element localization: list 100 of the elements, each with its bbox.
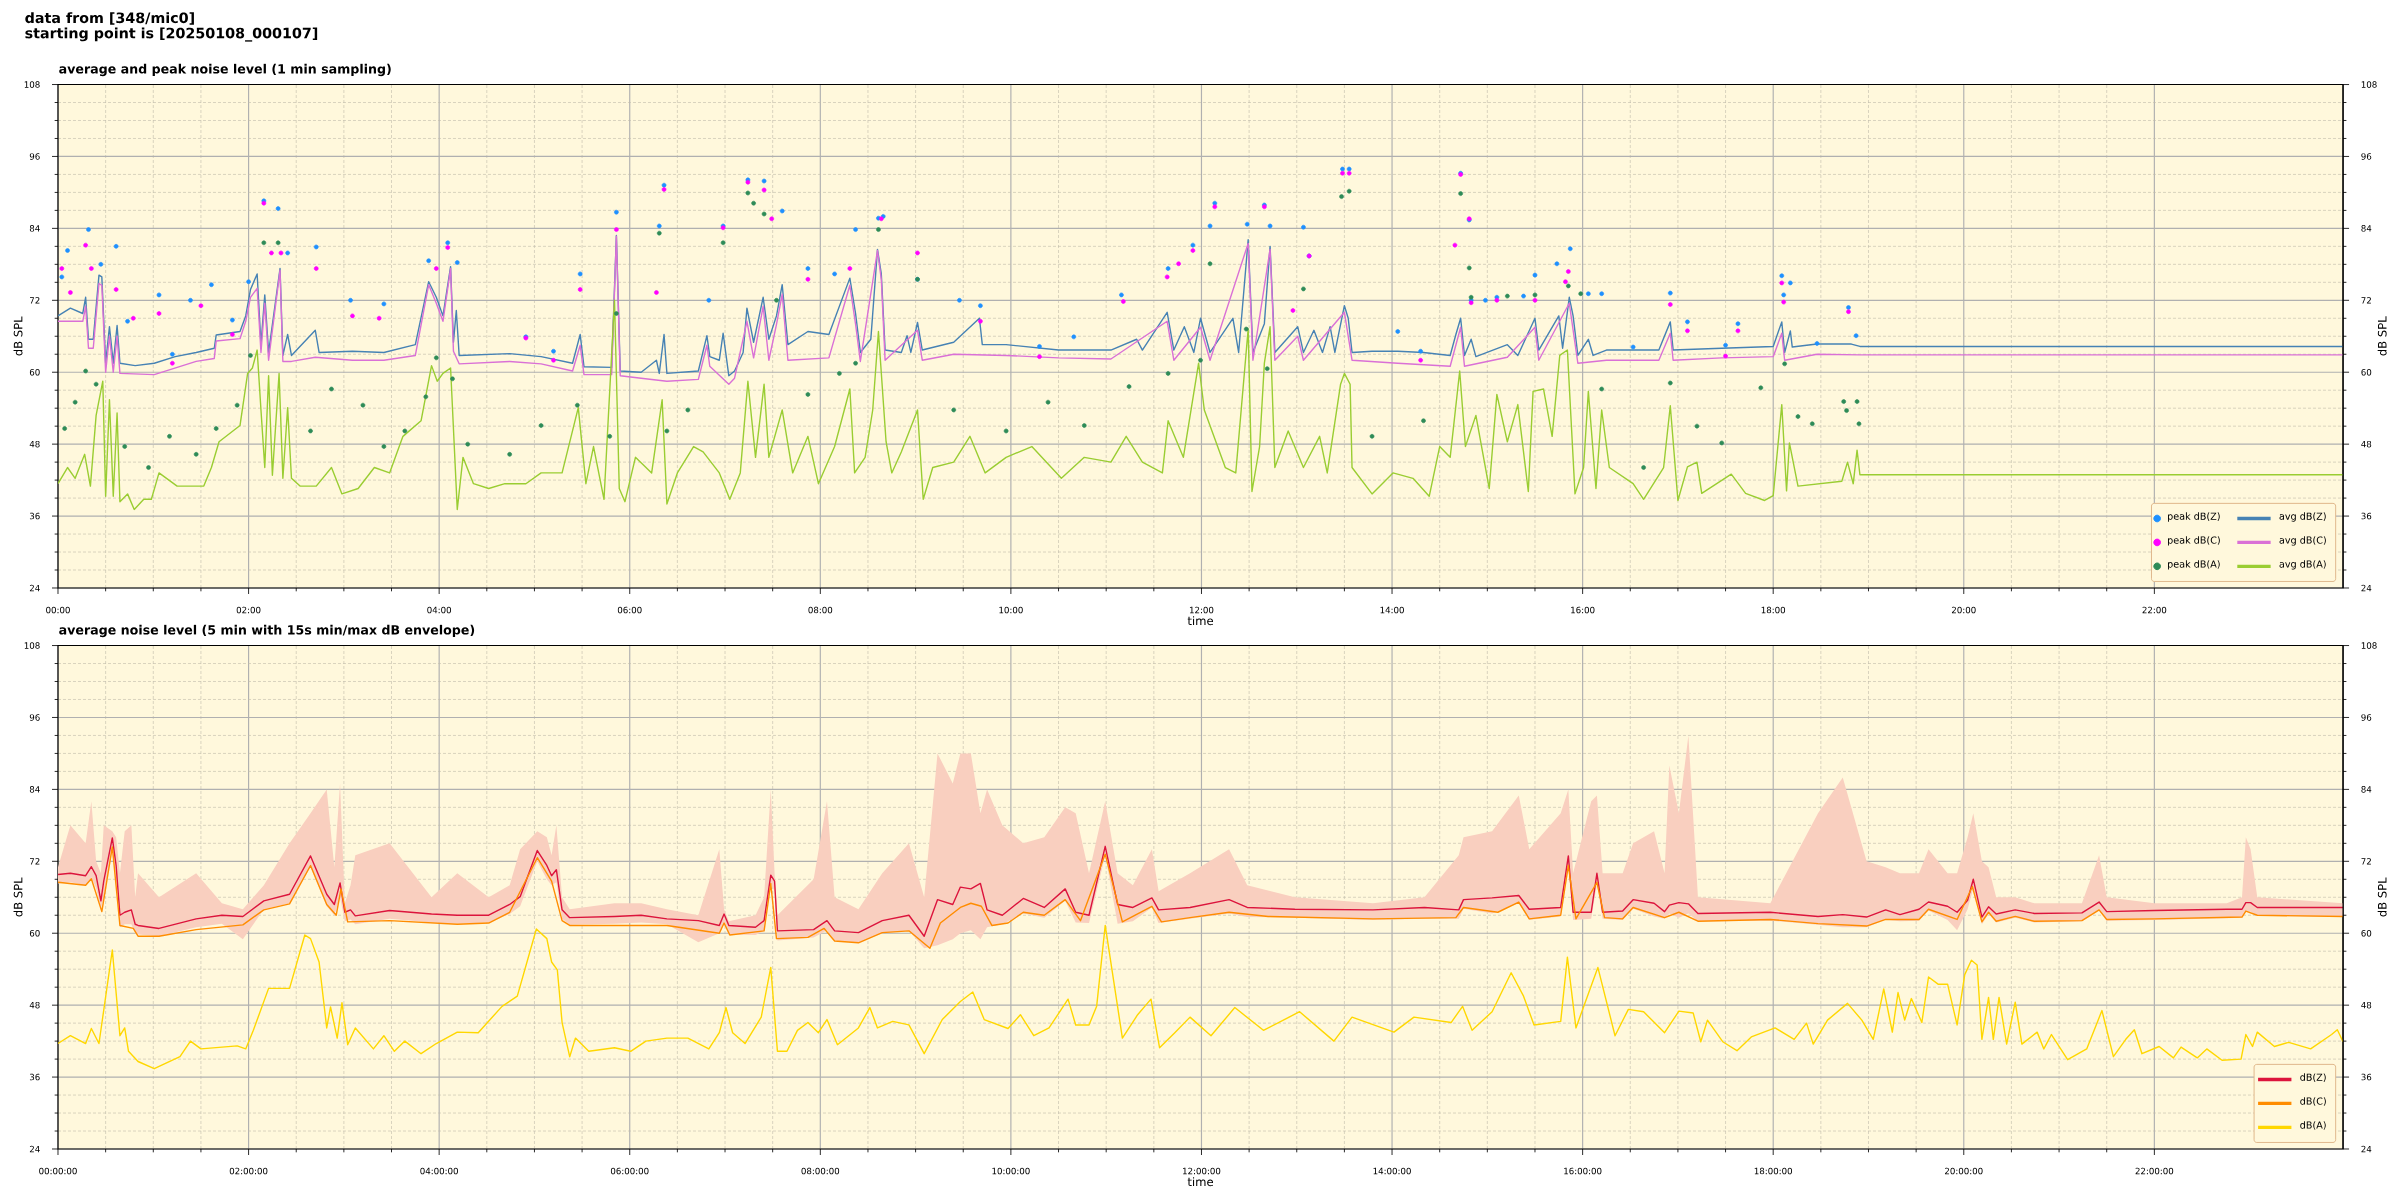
- point: [278, 250, 284, 256]
- point: [83, 242, 88, 248]
- point: [1176, 261, 1181, 267]
- y-tick-label: 36: [29, 1073, 40, 1081]
- y-tick-label: 84: [29, 786, 40, 793]
- y-tick-label: 72: [30, 858, 40, 865]
- y2-tick-label: 108: [2361, 81, 2377, 88]
- point: [1846, 309, 1851, 315]
- y2-tick-label: 96: [2361, 714, 2372, 721]
- point: [1532, 297, 1538, 303]
- x-tick-label: 20:00: [1951, 606, 1976, 614]
- point: [1418, 357, 1423, 363]
- y2-tick-label: 36: [2361, 512, 2372, 520]
- text: starting point is [20250108_000107]: [25, 27, 318, 42]
- point: [654, 290, 659, 295]
- y2-tick-label: 48: [2361, 440, 2372, 448]
- point: [978, 318, 983, 324]
- y2-axis-title: dB SPL: [2377, 877, 2387, 917]
- y2-tick-label: 96: [2361, 153, 2372, 160]
- point: [1164, 274, 1170, 280]
- x-axis-title: time: [1187, 1177, 1214, 1187]
- point: [350, 313, 355, 319]
- y-tick-label: 48: [29, 440, 40, 448]
- point: [614, 227, 619, 232]
- point: [1037, 354, 1042, 359]
- legend-label: peak dB(Z): [2168, 512, 2220, 522]
- x-tick-label: 06:00: [617, 606, 642, 614]
- y-tick-label: 96: [29, 714, 40, 721]
- point: [1667, 302, 1673, 307]
- point: [269, 250, 274, 256]
- line-series: [57, 837, 2344, 937]
- x-tick-label: 02:00: [236, 606, 261, 614]
- y-tick-label: 60: [29, 368, 40, 376]
- y-tick-label: 108: [24, 642, 40, 649]
- point: [1452, 242, 1458, 248]
- legend-label: peak dB(C): [2168, 536, 2220, 546]
- point: [805, 276, 811, 282]
- point: [156, 311, 162, 316]
- point: [769, 216, 775, 222]
- x-tick-label: 10:00: [999, 606, 1023, 614]
- legend-label: dB(C): [2300, 1097, 2326, 1106]
- y2-tick-label: 24: [2361, 584, 2372, 592]
- y2-tick-label: 60: [2361, 368, 2372, 376]
- y2-tick-label: 48: [2361, 1001, 2372, 1009]
- x-tick-label: 14:00:00: [1373, 1167, 1411, 1175]
- point: [130, 315, 136, 321]
- point: [445, 245, 451, 250]
- y-tick-label: 84: [29, 225, 40, 232]
- legend-label: avg dB(Z): [2279, 512, 2326, 522]
- point: [1290, 308, 1296, 313]
- text: data from [348/mic0]: [25, 12, 194, 25]
- point: [170, 360, 175, 366]
- point: [198, 303, 204, 309]
- point: [1340, 170, 1345, 176]
- point: [1781, 299, 1787, 305]
- x-tick-label: 20:00:00: [1945, 1167, 1983, 1175]
- point: [68, 290, 73, 295]
- x-tick-label: 16:00:00: [1564, 1167, 1602, 1175]
- x-axis-title: time: [1187, 616, 1214, 626]
- point: [1120, 299, 1126, 304]
- y2-tick-label: 84: [2361, 786, 2372, 793]
- x-tick-label: 04:00: [427, 606, 452, 614]
- y2-tick-label: 60: [2361, 929, 2372, 937]
- point: [89, 266, 94, 271]
- point: [376, 315, 382, 321]
- x-tick-label: 18:00: [1761, 606, 1786, 614]
- x-tick-label: 14:00: [1380, 606, 1404, 614]
- x-tick-label: 12:00:00: [1183, 1167, 1221, 1175]
- x-tick-label: 22:00: [2142, 606, 2167, 614]
- legend-label: dB(A): [2300, 1121, 2326, 1130]
- y2-axis-title: dB SPL: [2377, 316, 2387, 356]
- x-tick-label: 02:00:00: [229, 1167, 268, 1175]
- legend-label: avg dB(A): [2279, 560, 2326, 570]
- point: [551, 357, 556, 363]
- x-tick-label: 08:00:00: [801, 1167, 840, 1175]
- point: [230, 332, 235, 337]
- point: [761, 187, 767, 193]
- y2-tick-label: 84: [2361, 225, 2372, 232]
- x-tick-label: 08:00: [808, 606, 833, 614]
- point: [1563, 279, 1568, 285]
- x-tick-label: 00:00:00: [39, 1167, 77, 1175]
- point: [1685, 328, 1690, 334]
- point: [1190, 248, 1196, 253]
- y-axis-title: dB SPL: [13, 316, 23, 356]
- y2-tick-label: 72: [2361, 858, 2371, 865]
- legend-label: dB(Z): [2300, 1073, 2326, 1082]
- y2-tick-label: 72: [2361, 297, 2371, 304]
- legend-label: peak dB(A): [2168, 560, 2220, 570]
- y-tick-label: 96: [29, 153, 40, 160]
- y-tick-label: 36: [29, 512, 40, 520]
- point: [113, 287, 119, 292]
- x-tick-label: 04:00:00: [420, 1167, 458, 1175]
- y-tick-label: 72: [30, 297, 40, 304]
- point: [1565, 269, 1571, 274]
- y-tick-label: 60: [29, 929, 40, 937]
- point: [661, 187, 667, 192]
- legend-label: avg dB(C): [2279, 536, 2326, 546]
- x-tick-label: 22:00:00: [2135, 1167, 2174, 1175]
- line-series: [57, 924, 2344, 1070]
- chart-title: average noise level (5 min with 15s min/max dB envelope): [59, 624, 475, 638]
